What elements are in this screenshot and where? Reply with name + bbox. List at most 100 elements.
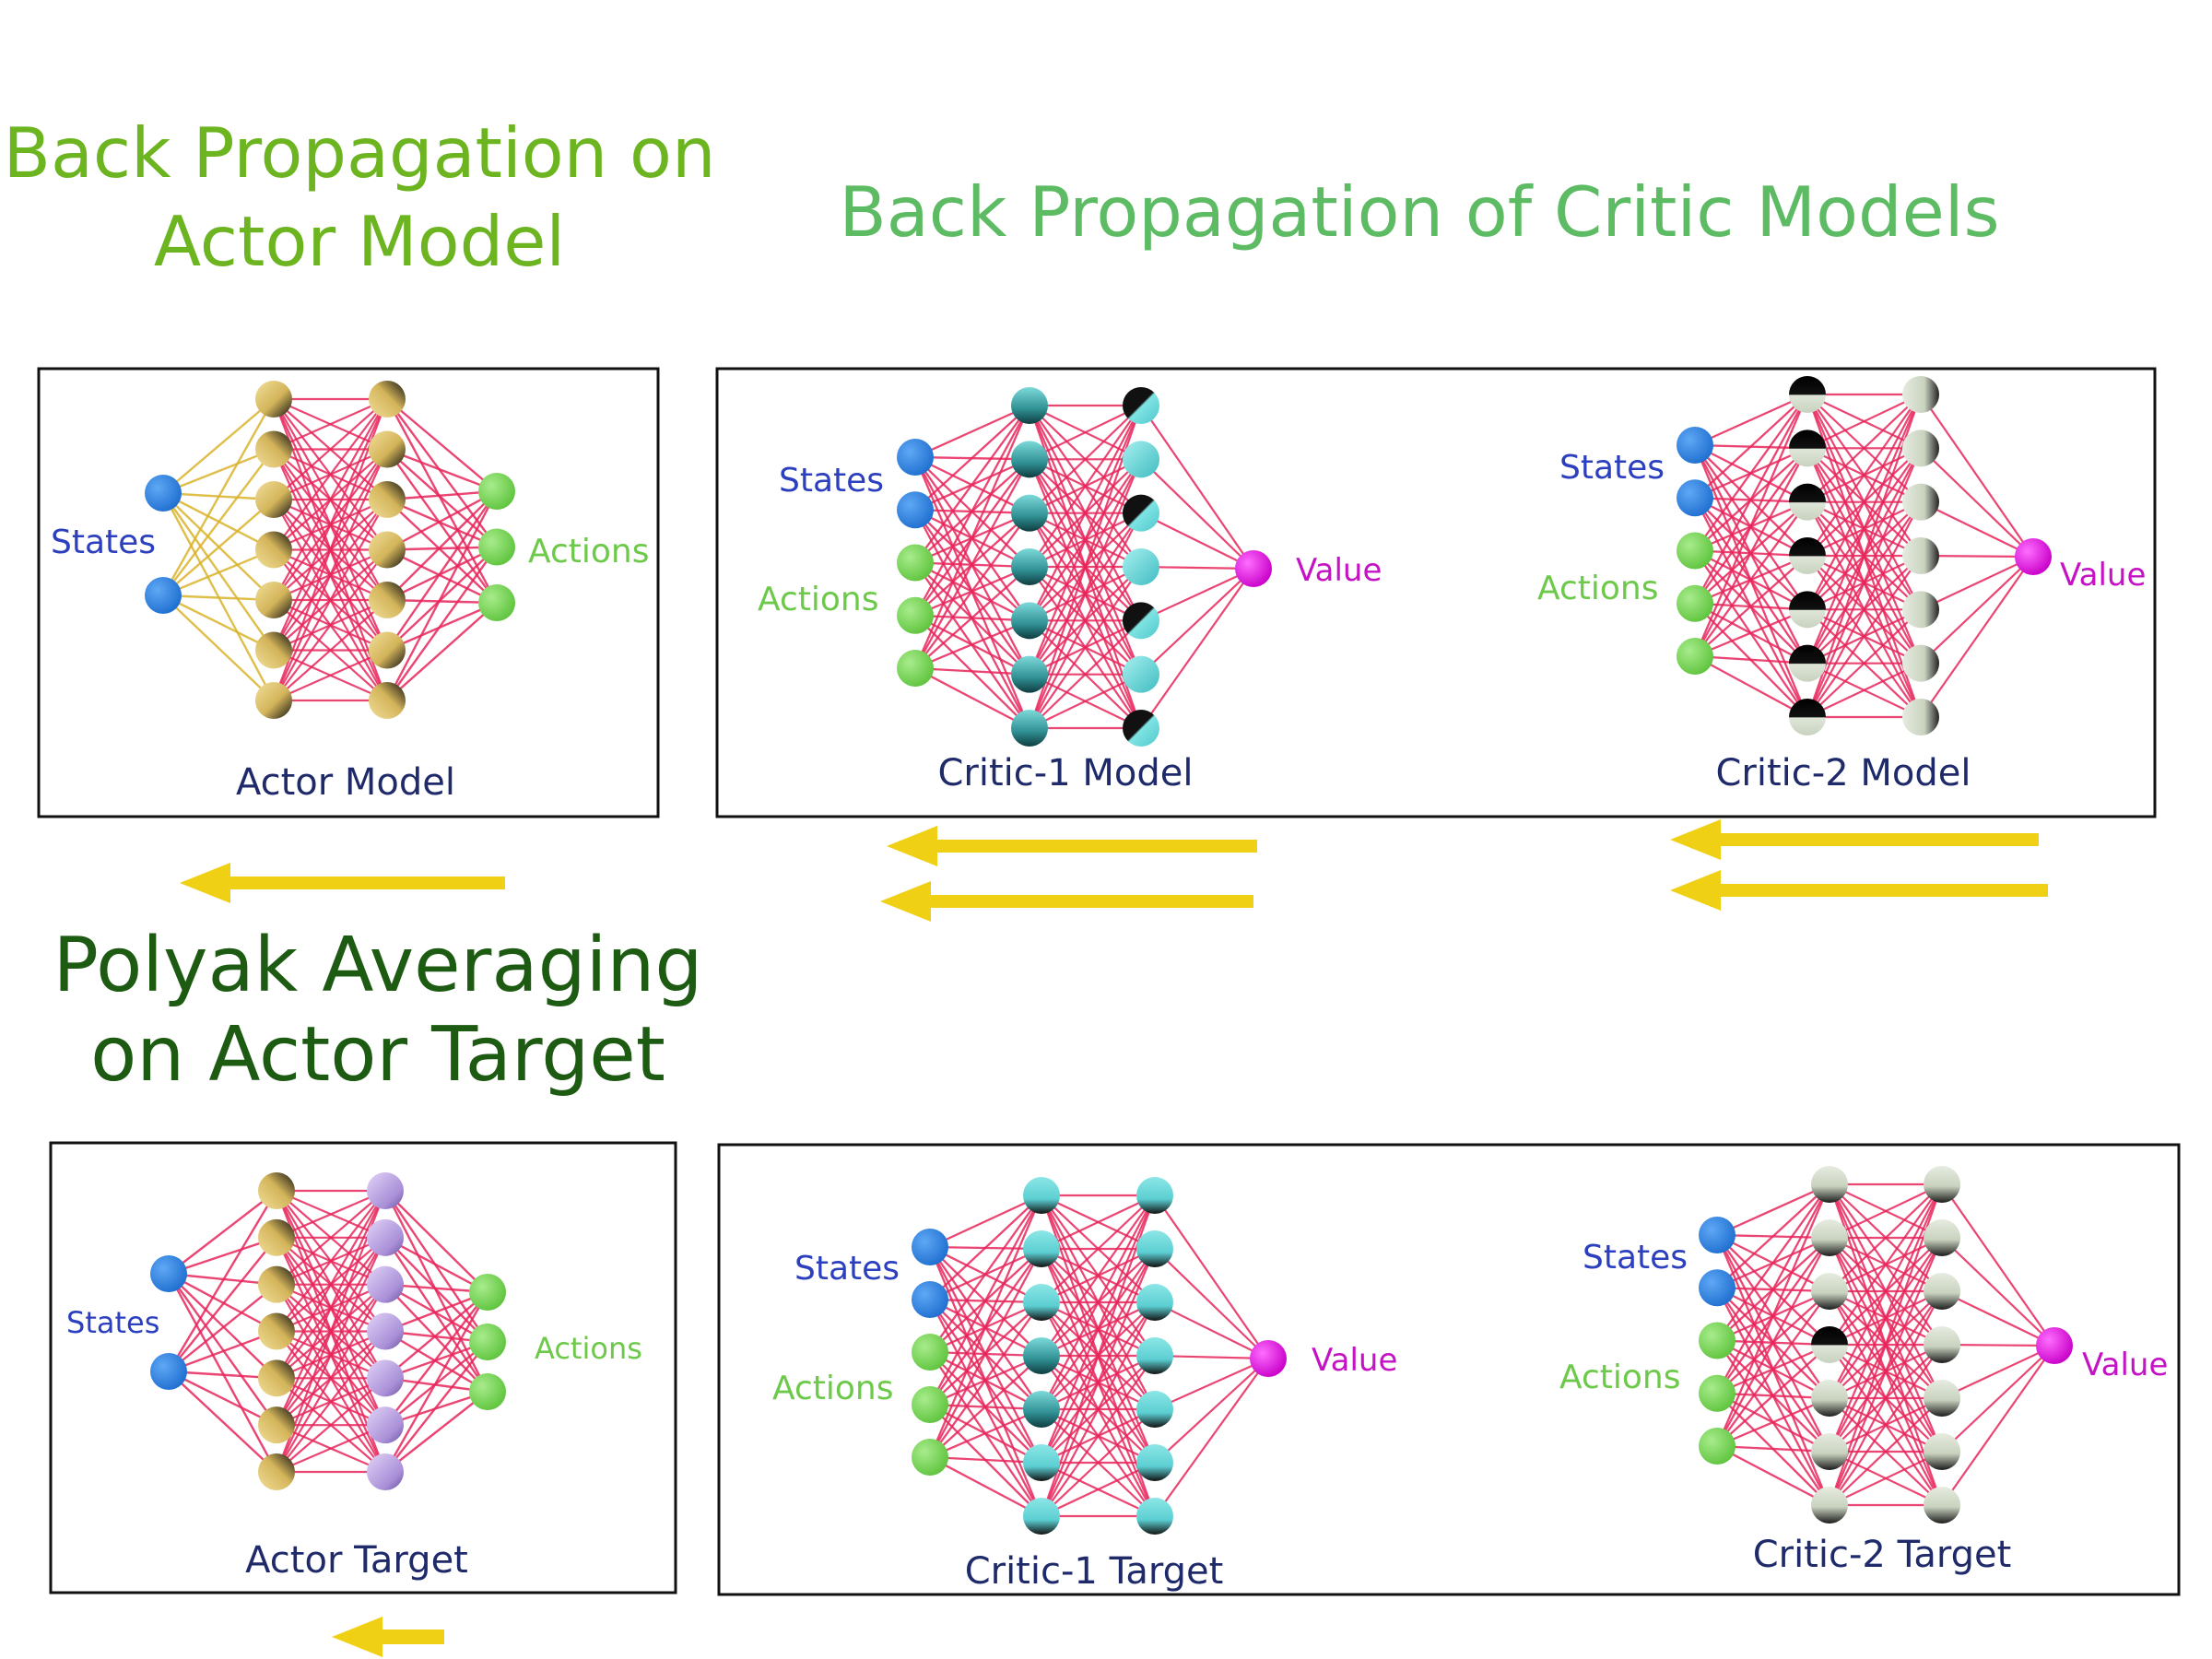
hidden-layer-2-node [1136, 1337, 1173, 1374]
output-action-node [478, 528, 515, 566]
hidden-layer-1-node [1789, 537, 1826, 574]
label-actions: Actions [1559, 1359, 1681, 1396]
hidden-layer-1-node [255, 430, 292, 468]
hidden-layer-1-node [255, 582, 292, 618]
label-value: Value [2082, 1347, 2168, 1383]
hidden-layer-2-node [1123, 387, 1159, 424]
hidden-layer-1-node [1011, 710, 1048, 747]
input-node [912, 1386, 948, 1423]
hidden-layer-1-node [1011, 387, 1048, 424]
output-value-node [2036, 1327, 2073, 1364]
hidden-layer-1-node [1811, 1433, 1848, 1470]
hidden-layer-2-node [1123, 602, 1159, 640]
input-node [1677, 427, 1713, 464]
hidden-layer-2-node [369, 381, 406, 418]
hidden-layer-1-node [1811, 1219, 1848, 1256]
hidden-layer-2-node [1123, 441, 1159, 478]
label-value: Value [1296, 552, 1382, 589]
hidden-layer-1-node [1811, 1326, 1848, 1363]
arrow-left-icon [1670, 819, 2039, 860]
panel-critic-models [715, 367, 2157, 818]
hidden-layer-1-node [258, 1359, 295, 1397]
label-actions: Actions [758, 581, 879, 618]
hidden-layer-2-node [1902, 537, 1939, 574]
hidden-layer-2-node [1136, 1230, 1173, 1267]
critic-1-target-network [912, 1177, 1287, 1535]
input-state-node [145, 475, 182, 512]
hidden-layer-2-node [1123, 655, 1159, 693]
input-node [912, 1334, 948, 1371]
output-action-node [469, 1324, 506, 1360]
output-action-node [478, 584, 515, 621]
label-actions: Actions [772, 1370, 894, 1407]
critic-2-target-network [1699, 1166, 2073, 1524]
hidden-layer-1-node [258, 1453, 295, 1490]
arrow-left-icon [887, 826, 1257, 866]
input-state-node [145, 577, 182, 614]
hidden-layer-2-node [1136, 1444, 1173, 1481]
input-node [897, 491, 934, 529]
input-node [912, 1281, 948, 1318]
panel-critic-targets [717, 1143, 2181, 1596]
hidden-layer-1-node [258, 1218, 295, 1256]
hidden-layer-1-node [1011, 548, 1048, 585]
network-title: Critic-2 Model [1716, 752, 1971, 794]
input-node [897, 544, 934, 582]
output-value-node [2015, 538, 2052, 575]
hidden-layer-1-node [255, 531, 292, 569]
hidden-layer-1-node [255, 682, 292, 719]
input-node [1677, 479, 1713, 517]
label-states: States [1559, 449, 1665, 487]
hidden-layer-2-node [1123, 494, 1159, 532]
hidden-layer-1-node [255, 381, 292, 418]
arrow-left-icon [332, 1617, 444, 1657]
hidden-layer-1-node [1789, 591, 1826, 629]
hidden-layer-2-node [1902, 699, 1939, 735]
actor-target-network [150, 1172, 506, 1490]
label-states: States [51, 524, 156, 561]
input-state-node [150, 1353, 187, 1390]
hidden-layer-2-node [1902, 591, 1939, 629]
input-node [1699, 1374, 1735, 1412]
label-actions: Actions [535, 1331, 642, 1366]
hidden-layer-1-node [1811, 1166, 1848, 1203]
label-actions: Actions [1537, 570, 1659, 607]
input-node [1677, 638, 1713, 675]
hidden-layer-1-node [1789, 644, 1826, 682]
input-node [912, 1229, 948, 1265]
hidden-layer-2-node [367, 1172, 404, 1209]
hidden-layer-2-node [1902, 483, 1939, 521]
hidden-layer-1-node [1023, 1444, 1060, 1481]
input-node [897, 596, 934, 634]
panel-actor-target [49, 1141, 677, 1594]
hidden-layer-2-node [367, 1265, 404, 1303]
heading-polyak-line2: on Actor Target [90, 1010, 665, 1099]
heading-actor-backprop-line2: Actor Model [153, 201, 566, 282]
hidden-layer-2-node [1902, 429, 1939, 467]
input-node [1699, 1217, 1735, 1253]
hidden-layer-2-node [369, 531, 406, 569]
heading-polyak-line1: Polyak Averaging [53, 922, 703, 1009]
hidden-layer-1-node [1811, 1273, 1848, 1310]
hidden-layer-2-node [1902, 376, 1939, 413]
hidden-layer-2-node [1123, 710, 1159, 747]
hidden-layer-2-node [367, 1312, 404, 1350]
arrow-left-icon [880, 881, 1253, 922]
input-node [1699, 1322, 1735, 1359]
hidden-layer-1-node [1023, 1230, 1060, 1267]
hidden-layer-2-node [1924, 1219, 1960, 1256]
hidden-layer-2-node [1924, 1433, 1960, 1470]
network-title: Actor Target [245, 1539, 468, 1582]
hidden-layer-1-node [1789, 429, 1826, 467]
hidden-layer-1-node [255, 481, 292, 518]
hidden-layer-2-node [1136, 1391, 1173, 1428]
hidden-layer-1-node [1789, 376, 1826, 413]
hidden-layer-1-node [255, 631, 292, 669]
critic-1-model-network [897, 387, 1272, 747]
hidden-layer-2-node [367, 1453, 404, 1490]
label-states: States [794, 1250, 900, 1288]
hidden-layer-2-node [369, 430, 406, 468]
hidden-layer-2-node [369, 682, 406, 719]
hidden-layer-2-node [1924, 1487, 1960, 1524]
hidden-layer-2-node [1924, 1166, 1960, 1203]
